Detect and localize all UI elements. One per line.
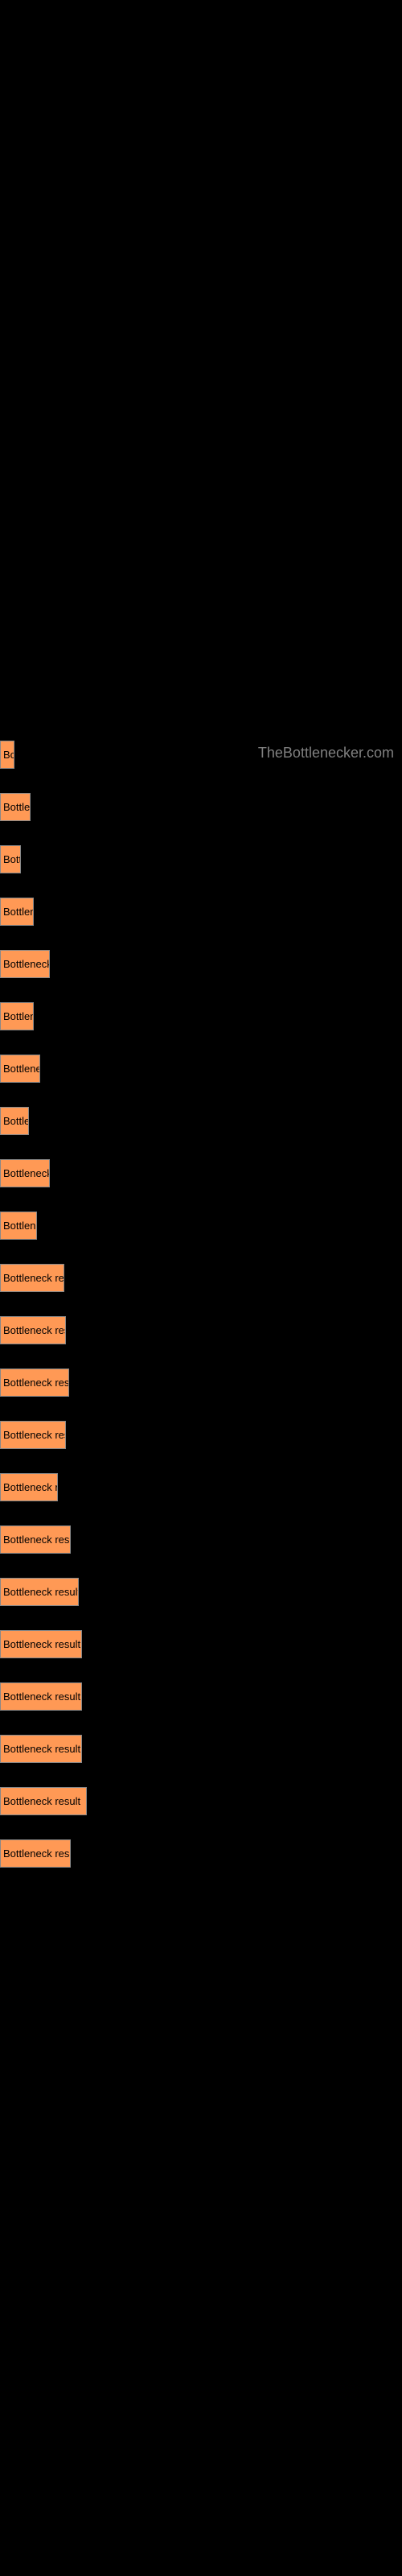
bar-item: Bottleneck result bbox=[0, 1735, 82, 1763]
bar-item: Bottleneck resu bbox=[0, 1473, 58, 1501]
bar-item: Bottlenec bbox=[0, 1002, 34, 1030]
bar-item: Bottleneck result bbox=[0, 1525, 71, 1554]
bar-item: Bottleneck bbox=[0, 1055, 40, 1083]
bar-row: Bott bbox=[0, 845, 402, 873]
bar-row: Bottlenec bbox=[0, 1212, 402, 1240]
bar-row: Bottlenec bbox=[0, 1002, 402, 1030]
bar-item: Bottleneck result bbox=[0, 1421, 66, 1449]
bar-row: Bottleneck result bbox=[0, 1839, 402, 1868]
bar-item: Bottleneck re bbox=[0, 950, 50, 978]
bar-row: Bottleneck result bbox=[0, 1316, 402, 1344]
bar-item: Bottleneck result bbox=[0, 1264, 64, 1292]
bar-row: Bottleneck result bbox=[0, 1368, 402, 1397]
bar-row: Bottleneck result bbox=[0, 1787, 402, 1815]
bar-row: Bo bbox=[0, 741, 402, 769]
bar-item: Bo bbox=[0, 741, 14, 769]
bar-row: Bottleneck re bbox=[0, 1159, 402, 1187]
bar-item: Bottleneck result bbox=[0, 1630, 82, 1658]
bar-row: Bottleneck result bbox=[0, 1264, 402, 1292]
bar-item: Bottlenec bbox=[0, 1212, 37, 1240]
bar-row: Bottleneck re bbox=[0, 950, 402, 978]
bar-item: Bottleneck result bbox=[0, 1316, 66, 1344]
bar-chart: Bo Bottlene Bott Bottlenec Bottleneck re… bbox=[0, 741, 402, 1868]
bar-row: Bottlene bbox=[0, 793, 402, 821]
bar-row: Bottlen bbox=[0, 1107, 402, 1135]
bar-row: Bottlenec bbox=[0, 898, 402, 926]
bar-row: Bottleneck result bbox=[0, 1421, 402, 1449]
bar-row: Bottleneck result bbox=[0, 1735, 402, 1763]
bar-item: Bottlen bbox=[0, 1107, 29, 1135]
bar-item: Bottleneck result bbox=[0, 1578, 79, 1606]
bar-item: Bottleneck result bbox=[0, 1368, 69, 1397]
bar-item: Bottleneck re bbox=[0, 1159, 50, 1187]
bar-row: Bottleneck result bbox=[0, 1630, 402, 1658]
bar-item: Bottleneck result bbox=[0, 1682, 82, 1711]
bar-item: Bottlenec bbox=[0, 898, 34, 926]
bar-item: Bottlene bbox=[0, 793, 31, 821]
bar-row: Bottleneck result bbox=[0, 1682, 402, 1711]
bar-row: Bottleneck result bbox=[0, 1525, 402, 1554]
bar-item: Bottleneck result bbox=[0, 1839, 71, 1868]
bar-row: Bottleneck result bbox=[0, 1578, 402, 1606]
bar-row: Bottleneck bbox=[0, 1055, 402, 1083]
bar-row: Bottleneck resu bbox=[0, 1473, 402, 1501]
bar-item: Bott bbox=[0, 845, 21, 873]
bar-item: Bottleneck result bbox=[0, 1787, 87, 1815]
